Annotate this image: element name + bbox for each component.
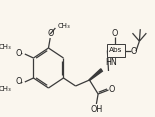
- Text: O: O: [16, 77, 22, 86]
- Text: HN: HN: [105, 58, 117, 67]
- Text: O: O: [16, 49, 22, 58]
- Polygon shape: [89, 69, 102, 80]
- Text: Abs: Abs: [109, 48, 123, 53]
- FancyBboxPatch shape: [107, 44, 125, 57]
- Text: CH₃: CH₃: [0, 44, 12, 50]
- Text: CH₃: CH₃: [0, 86, 12, 92]
- Text: O: O: [112, 29, 118, 38]
- Text: O: O: [47, 29, 53, 38]
- Text: CH₃: CH₃: [58, 23, 71, 29]
- Text: O: O: [109, 84, 115, 93]
- Text: OH: OH: [90, 104, 102, 113]
- Text: O: O: [130, 47, 137, 56]
